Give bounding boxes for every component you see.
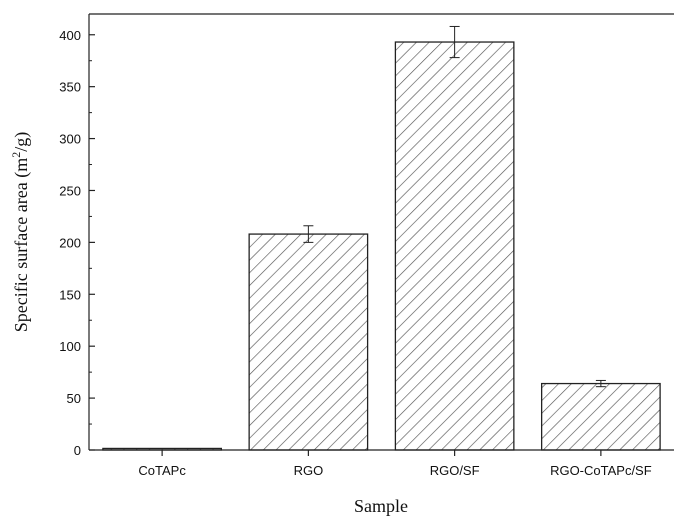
error-bars-layer	[303, 25, 606, 388]
y-axis-title-superscript: 2	[9, 152, 23, 158]
y-axis-title-suffix: /g)	[11, 132, 32, 152]
y-axis-title-prefix: Specific surface area (m	[11, 158, 32, 332]
bar-rgo-sf	[394, 41, 515, 451]
x-axis-title: Sample	[354, 496, 408, 516]
y-axis-title: Specific surface area (m2/g)	[9, 132, 32, 332]
y-tick-label: 200	[59, 235, 81, 250]
bar-rgo	[248, 233, 369, 451]
y-tick-label: 100	[59, 339, 81, 354]
y-tick-label: 300	[59, 132, 81, 147]
y-tick-label: 350	[59, 80, 81, 95]
x-tick-label: CoTAPc	[138, 463, 186, 478]
x-ticks-layer: CoTAPc RGO RGO/SF RGO-CoTAPc/SF	[138, 450, 652, 478]
y-ticks-layer: 0 50 100 150 200 250 300 350 400	[59, 28, 95, 458]
y-tick-label: 400	[59, 28, 81, 43]
bars-layer	[102, 41, 661, 451]
y-tick-label: 250	[59, 183, 81, 198]
y-tick-label: 150	[59, 287, 81, 302]
x-tick-label: RGO/SF	[430, 463, 480, 478]
bar-rgo-cotapc-sf	[540, 382, 661, 451]
x-tick-label: RGO	[294, 463, 324, 478]
y-tick-label: 0	[74, 443, 81, 458]
y-tick-label: 50	[67, 391, 81, 406]
x-tick-label: RGO-CoTAPc/SF	[550, 463, 652, 478]
